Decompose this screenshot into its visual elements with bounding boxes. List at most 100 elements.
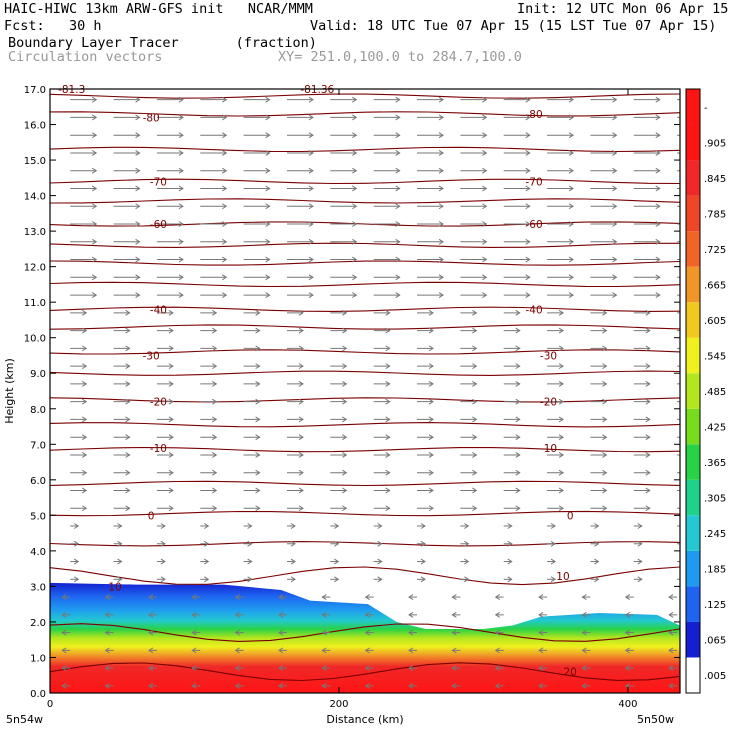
contour-label: 10 (556, 571, 569, 583)
wind-vector-head (428, 380, 434, 387)
colorbar-swatch (686, 621, 700, 658)
wind-vector-head (428, 416, 434, 423)
wind-vector-head (507, 576, 513, 583)
wind-vector-head (147, 629, 154, 636)
wind-vector-head (612, 292, 618, 298)
wind-vector-head (61, 682, 67, 689)
colorbar-label: .605 (704, 316, 726, 327)
wind-vector-head (81, 398, 88, 405)
wind-vector-head (408, 611, 414, 618)
wind-vector-head (265, 221, 271, 227)
wind-vector-head (147, 611, 154, 618)
wind-vector-head (428, 434, 434, 441)
wind-vector-head (352, 114, 358, 121)
wind-vector-head (342, 327, 348, 334)
wind-vector-head (385, 452, 391, 458)
wind-vector-head (385, 487, 391, 494)
wind-vector-head (135, 203, 141, 210)
wind-vector-head (265, 203, 271, 210)
wind-vector-head (212, 327, 218, 334)
wind-vector-head (645, 434, 651, 441)
wind-vector-head (265, 185, 271, 192)
wind-vector-head (178, 238, 184, 245)
wind-vector-head (308, 167, 314, 174)
wind-vector-head (234, 682, 240, 689)
wind-vector-head (265, 96, 271, 103)
wind-vector-head (81, 487, 88, 494)
wind-vector-head (538, 647, 544, 654)
wind-vector-head (482, 221, 488, 227)
wind-vector-head (308, 203, 314, 210)
isotherm-line (50, 221, 680, 227)
wind-vector-head (408, 594, 414, 600)
wind-vector-head (135, 96, 141, 103)
wind-vector-head (655, 256, 661, 263)
wind-vector-head (104, 647, 110, 654)
y-tick-label: 1.0 (30, 653, 46, 664)
wind-vector-head (482, 185, 488, 192)
wind-vector-head (298, 398, 304, 405)
wind-vector-head (558, 363, 565, 370)
wind-vector-head (222, 203, 228, 210)
wind-vector-head (550, 558, 557, 565)
wind-vector-head (464, 558, 470, 565)
wind-vector-head (222, 114, 228, 121)
wind-vector-head (81, 380, 88, 387)
wind-vector-head (385, 434, 391, 441)
wind-vector-head (178, 185, 184, 192)
wind-vector-head (515, 380, 521, 387)
wind-vector-head (308, 238, 314, 245)
wind-vector-head (168, 363, 174, 370)
wind-vector-head (298, 380, 304, 387)
wind-vector-head (395, 256, 401, 263)
wind-vector-head (61, 629, 67, 636)
contour-label: -10 (540, 443, 557, 455)
wind-vector-head (568, 167, 575, 174)
wind-vector-head (428, 487, 434, 494)
wind-vector-head (494, 665, 500, 672)
wind-vector-head (265, 150, 271, 156)
wind-vector-head (558, 469, 565, 476)
wind-vector-head (494, 611, 500, 618)
wind-vector-head (645, 380, 651, 387)
wind-vector-head (81, 327, 88, 334)
wind-vector-head (364, 665, 370, 672)
wind-vector-head (352, 221, 358, 227)
wind-vector-head (147, 594, 154, 600)
wind-vector-head (525, 274, 531, 281)
wind-vector-head (655, 203, 661, 210)
colorbar-label: .485 (704, 387, 726, 398)
isotherm-line (50, 480, 680, 487)
wind-vector-head (515, 469, 521, 476)
wind-vector-head (472, 327, 478, 334)
contour-label: 20 (563, 667, 576, 679)
wind-vector-head (135, 274, 141, 281)
wind-vector-head (160, 558, 166, 565)
wind-vector-head (234, 611, 240, 618)
wind-vector-head (538, 611, 544, 618)
wind-vector-head (451, 665, 457, 672)
wind-vector-head (624, 611, 631, 618)
wind-vector-head (428, 469, 434, 476)
wind-vector-head (681, 524, 685, 529)
wind-vector-head (212, 505, 218, 512)
wind-vector-head (385, 363, 391, 370)
wind-vector-head (668, 682, 674, 689)
wind-vector-head (278, 611, 284, 618)
wind-vector-head (91, 114, 98, 121)
wind-vector-head (645, 398, 651, 405)
wind-vector-head (212, 309, 218, 316)
wind-vector-head (191, 647, 197, 654)
wind-vector-head (525, 132, 531, 139)
wind-vector-head (125, 452, 131, 458)
wind-vector-head (482, 292, 488, 298)
contour-label: 0 (148, 510, 155, 522)
wind-vector-head (525, 150, 531, 156)
wind-vector-head (191, 682, 197, 689)
y-tick-label: 5.0 (30, 511, 46, 522)
wind-vector-head (645, 363, 651, 370)
wind-vector-head (408, 629, 414, 636)
wind-vector-head (395, 238, 401, 245)
wind-vector-head (550, 523, 557, 529)
wind-vector-head (594, 540, 600, 547)
